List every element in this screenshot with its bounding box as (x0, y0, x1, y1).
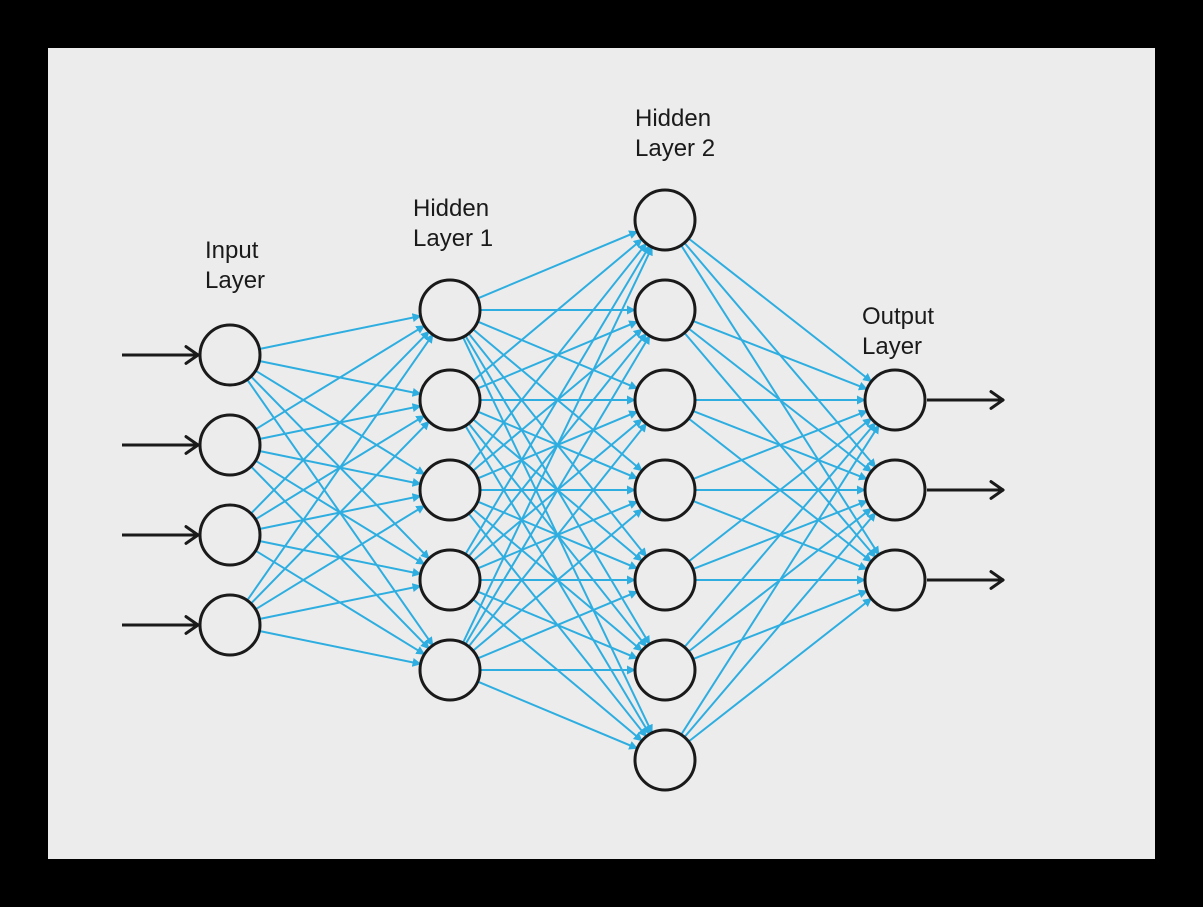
input-label: Input Layer (205, 236, 265, 296)
neural-network-svg (0, 0, 1203, 907)
diagram-panel: Input Layer Hidden Layer 1 Hidden Layer 2 O… (48, 48, 1155, 859)
edge (684, 423, 875, 647)
edge (256, 326, 425, 430)
edge (689, 598, 872, 741)
edge (256, 506, 425, 610)
hidden2-label: Hidden Layer 2 (635, 104, 715, 164)
edge (693, 321, 867, 389)
hidden2-node-6 (635, 730, 695, 790)
output-node-2 (865, 550, 925, 610)
output-label: Output Layer (862, 302, 934, 362)
hidden2-node-1 (635, 280, 695, 340)
hidden2-node-0 (635, 190, 695, 250)
hidden2-node-5 (635, 640, 695, 700)
output-node-0 (865, 370, 925, 430)
edge (478, 682, 638, 749)
edge (463, 247, 652, 643)
edge (478, 232, 638, 299)
edge (469, 243, 647, 466)
hidden1-label: Hidden Layer 1 (413, 194, 493, 254)
hidden2-node-4 (635, 550, 695, 610)
hidden1-node-0 (420, 280, 480, 340)
edge (689, 238, 872, 381)
hidden1-node-4 (420, 640, 480, 700)
edges-group (247, 232, 879, 749)
hidden2-node-2 (635, 370, 695, 430)
edge (684, 513, 875, 737)
edge (247, 335, 433, 601)
input-node-2 (200, 505, 260, 565)
hidden1-node-3 (420, 550, 480, 610)
diagram-outer-frame: Input Layer Hidden Layer 1 Hidden Layer 2 O… (0, 0, 1203, 907)
hidden1-node-1 (420, 370, 480, 430)
hidden1-node-2 (420, 460, 480, 520)
hidden2-node-3 (635, 460, 695, 520)
input-node-0 (200, 325, 260, 385)
edge (251, 421, 429, 603)
input-node-3 (200, 595, 260, 655)
output-node-1 (865, 460, 925, 520)
input-node-1 (200, 415, 260, 475)
